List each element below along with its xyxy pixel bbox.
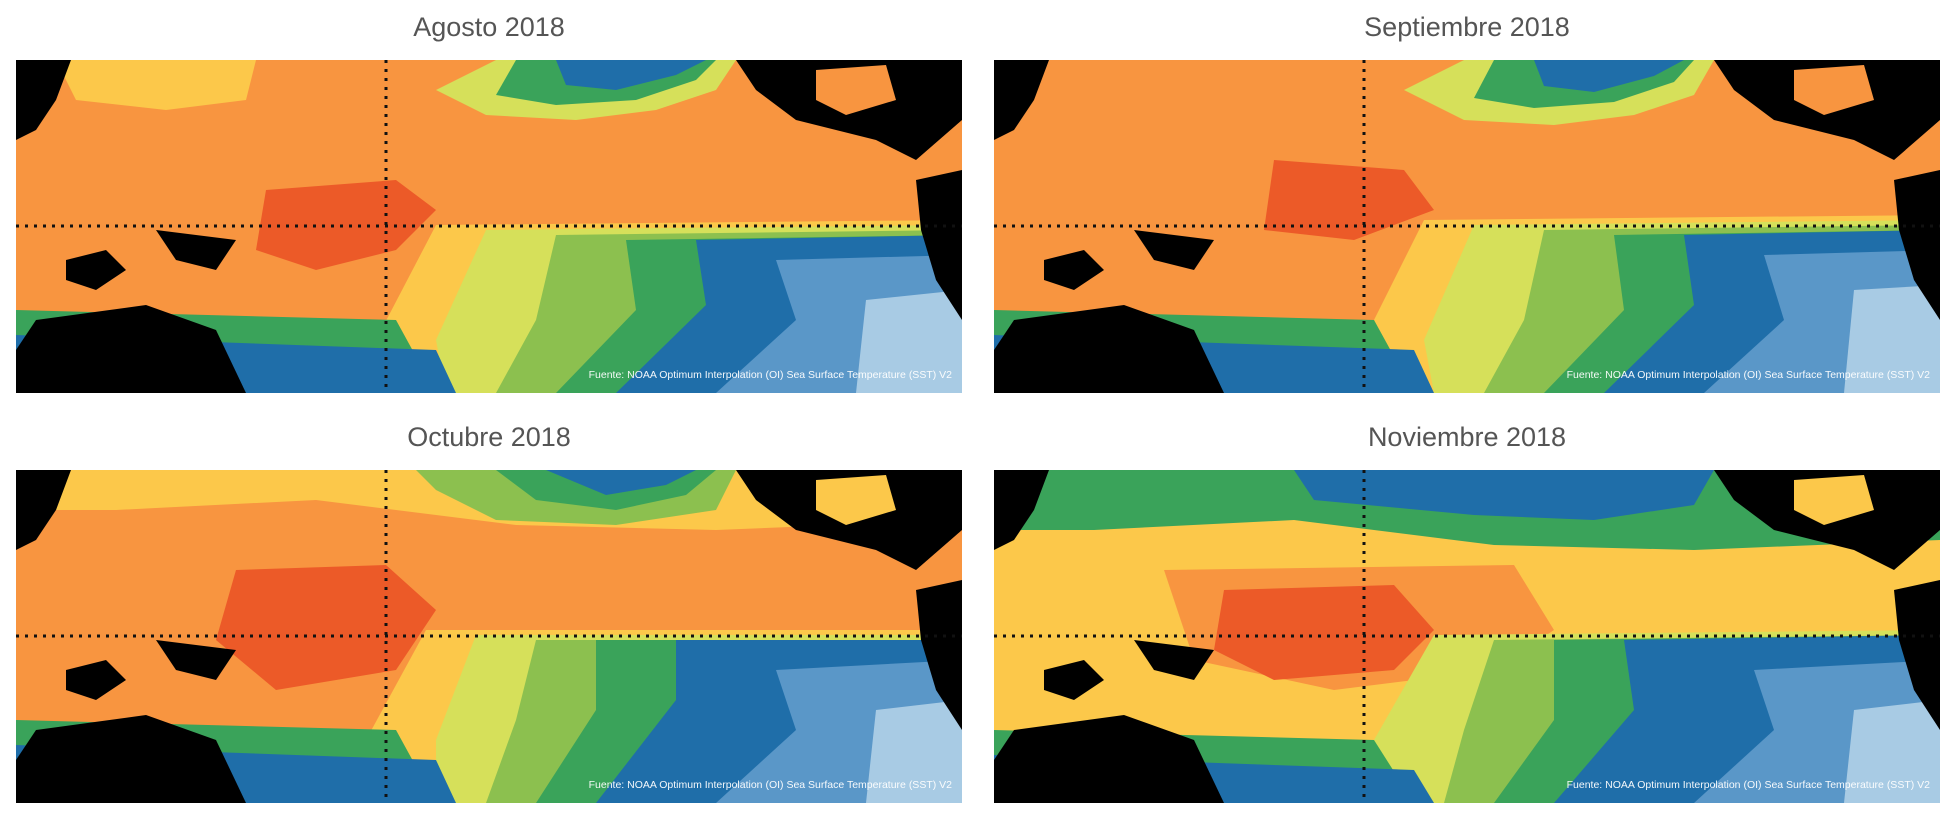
panel-title: Septiembre 2018 bbox=[1364, 12, 1570, 42]
sst-map-graphic bbox=[16, 60, 962, 393]
panel-title: Noviembre 2018 bbox=[1367, 422, 1567, 452]
sst-map: Fuente: NOAA Optimum Interpolation (OI) … bbox=[994, 470, 1940, 803]
sst-map: Fuente: NOAA Optimum Interpolation (OI) … bbox=[994, 60, 1940, 393]
sst-map: Fuente: NOAA Optimum Interpolation (OI) … bbox=[16, 470, 962, 803]
sst-map-graphic bbox=[994, 60, 1940, 393]
sst-map: Fuente: NOAA Optimum Interpolation (OI) … bbox=[16, 60, 962, 393]
source-note: Fuente: NOAA Optimum Interpolation (OI) … bbox=[588, 779, 952, 791]
sst-map-graphic bbox=[994, 470, 1940, 803]
sst-map-graphic bbox=[16, 470, 962, 803]
panel-title: Octubre 2018 bbox=[407, 422, 571, 452]
source-note: Fuente: NOAA Optimum Interpolation (OI) … bbox=[588, 369, 952, 381]
source-note: Fuente: NOAA Optimum Interpolation (OI) … bbox=[1566, 779, 1930, 791]
panel-title: Agosto 2018 bbox=[413, 12, 565, 42]
source-note: Fuente: NOAA Optimum Interpolation (OI) … bbox=[1566, 369, 1930, 381]
